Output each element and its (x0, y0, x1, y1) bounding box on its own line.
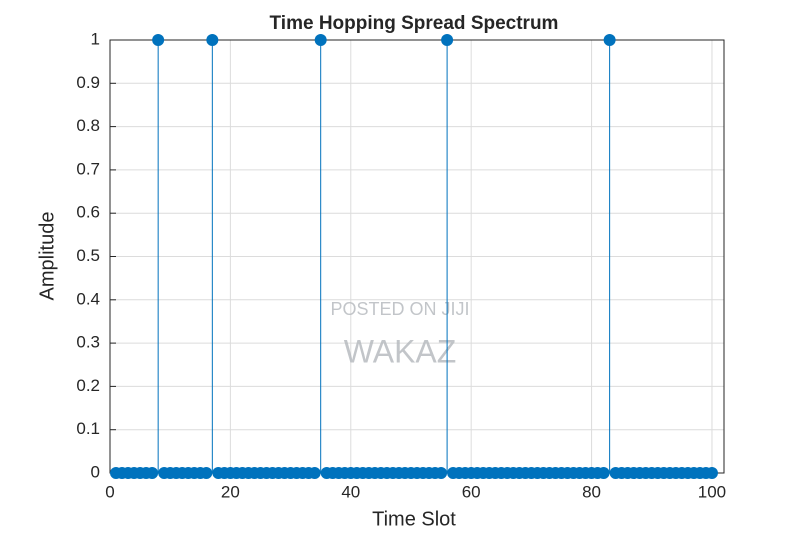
watermark: WAKAZ (344, 333, 457, 369)
y-tick-label: 0.1 (76, 419, 100, 438)
stem-marker (435, 467, 448, 479)
y-axis-label: Amplitude (36, 212, 58, 301)
stem-marker (314, 34, 327, 46)
stem-marker (308, 467, 321, 479)
y-tick-label: 0 (91, 462, 100, 481)
y-tick-label: 0.7 (76, 159, 100, 178)
stem-marker (705, 467, 718, 479)
x-axis-label: Time Slot (372, 508, 456, 530)
x-tick-label: 80 (582, 482, 601, 501)
y-tick-label: 0.5 (76, 246, 100, 265)
x-tick-label: 60 (462, 482, 481, 501)
y-tick-label: 0.8 (76, 116, 100, 135)
x-tick-label: 0 (105, 482, 114, 501)
y-tick-label: 0.3 (76, 333, 100, 352)
stem-marker (441, 34, 454, 46)
chart-title: Time Hopping Spread Spectrum (270, 13, 559, 34)
watermark: POSTED ON JIJI (330, 299, 469, 319)
y-tick-label: 0.6 (76, 203, 100, 222)
y-tick-label: 0.4 (76, 289, 100, 308)
stem-marker (152, 34, 165, 46)
stem-marker (603, 34, 616, 46)
stem-marker (200, 467, 213, 479)
y-tick-label: 1 (91, 29, 100, 48)
x-tick-label: 20 (221, 482, 240, 501)
x-tick-label: 40 (341, 482, 360, 501)
y-tick-label: 0.2 (76, 376, 100, 395)
x-tick-label: 100 (698, 482, 726, 501)
y-tick-label: 0.9 (76, 73, 100, 92)
stem-marker (146, 467, 159, 479)
stem-marker (597, 467, 610, 479)
stem-marker (206, 34, 219, 46)
